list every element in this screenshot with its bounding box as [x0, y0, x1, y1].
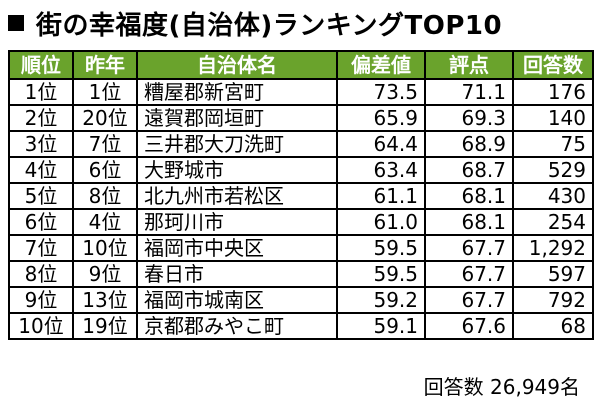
rank-cell: 10位 [8, 312, 74, 340]
score-cell: 68.7 [424, 156, 514, 184]
square-bullet-icon [8, 15, 24, 31]
table-row: 5位 8位 北九州市若松区 61.1 68.1 430 [8, 182, 594, 210]
deviation-cell: 64.4 [336, 130, 426, 158]
last-year-cell: 6位 [72, 156, 138, 184]
deviation-cell: 59.2 [336, 286, 426, 314]
table-header-row: 順位 昨年 自治体名 偏差値 評点 回答数 [8, 50, 594, 80]
deviation-cell: 59.5 [336, 260, 426, 288]
municipality-cell: 京都郡みやこ町 [136, 312, 338, 340]
municipality-cell: 那珂川市 [136, 208, 338, 236]
table-row: 8位 9位 春日市 59.5 67.7 597 [8, 260, 594, 288]
total-responses: 回答数 26,949名 [423, 375, 580, 399]
score-cell: 67.7 [424, 260, 514, 288]
score-cell: 67.6 [424, 312, 514, 340]
last-year-cell: 9位 [72, 260, 138, 288]
page-title-text: 街の幸福度(自治体)ランキングTOP10 [36, 10, 503, 41]
municipality-cell: 遠賀郡岡垣町 [136, 104, 338, 132]
rank-cell: 7位 [8, 234, 74, 262]
municipality-cell: 福岡市城南区 [136, 286, 338, 314]
header-last-year: 昨年 [72, 50, 138, 80]
score-cell: 68.1 [424, 182, 514, 210]
municipality-cell: 北九州市若松区 [136, 182, 338, 210]
deviation-cell: 61.1 [336, 182, 426, 210]
header-score: 評点 [424, 50, 514, 80]
rank-cell: 9位 [8, 286, 74, 314]
rank-cell: 4位 [8, 156, 74, 184]
deviation-cell: 73.5 [336, 78, 426, 106]
deviation-cell: 59.1 [336, 312, 426, 340]
deviation-cell: 61.0 [336, 208, 426, 236]
responses-cell: 68 [512, 312, 594, 340]
header-rank: 順位 [8, 50, 74, 80]
deviation-cell: 63.4 [336, 156, 426, 184]
last-year-cell: 19位 [72, 312, 138, 340]
last-year-cell: 10位 [72, 234, 138, 262]
header-deviation: 偏差値 [336, 50, 426, 80]
rank-cell: 1位 [8, 78, 74, 106]
table-row: 10位 19位 京都郡みやこ町 59.1 67.6 68 [8, 312, 594, 340]
score-cell: 71.1 [424, 78, 514, 106]
last-year-cell: 1位 [72, 78, 138, 106]
deviation-cell: 59.5 [336, 234, 426, 262]
score-cell: 68.9 [424, 130, 514, 158]
score-cell: 67.7 [424, 234, 514, 262]
score-cell: 67.7 [424, 286, 514, 314]
municipality-cell: 三井郡大刀洗町 [136, 130, 338, 158]
rank-cell: 2位 [8, 104, 74, 132]
header-responses: 回答数 [512, 50, 594, 80]
responses-cell: 176 [512, 78, 594, 106]
table-row: 6位 4位 那珂川市 61.0 68.1 254 [8, 208, 594, 236]
responses-cell: 1,292 [512, 234, 594, 262]
header-municipality: 自治体名 [136, 50, 338, 80]
rank-cell: 3位 [8, 130, 74, 158]
last-year-cell: 13位 [72, 286, 138, 314]
score-cell: 69.3 [424, 104, 514, 132]
responses-cell: 254 [512, 208, 594, 236]
table-row: 1位 1位 糟屋郡新宮町 73.5 71.1 176 [8, 78, 594, 106]
last-year-cell: 8位 [72, 182, 138, 210]
responses-cell: 140 [512, 104, 594, 132]
rank-cell: 6位 [8, 208, 74, 236]
municipality-cell: 糟屋郡新宮町 [136, 78, 338, 106]
table-row: 9位 13位 福岡市城南区 59.2 67.7 792 [8, 286, 594, 314]
municipality-cell: 大野城市 [136, 156, 338, 184]
table-row: 4位 6位 大野城市 63.4 68.7 529 [8, 156, 594, 184]
table-row: 3位 7位 三井郡大刀洗町 64.4 68.9 75 [8, 130, 594, 158]
municipality-cell: 福岡市中央区 [136, 234, 338, 262]
last-year-cell: 20位 [72, 104, 138, 132]
rank-cell: 5位 [8, 182, 74, 210]
responses-cell: 792 [512, 286, 594, 314]
responses-cell: 75 [512, 130, 594, 158]
table-row: 2位 20位 遠賀郡岡垣町 65.9 69.3 140 [8, 104, 594, 132]
municipality-cell: 春日市 [136, 260, 338, 288]
table-row: 7位 10位 福岡市中央区 59.5 67.7 1,292 [8, 234, 594, 262]
responses-cell: 597 [512, 260, 594, 288]
responses-cell: 430 [512, 182, 594, 210]
last-year-cell: 7位 [72, 130, 138, 158]
last-year-cell: 4位 [72, 208, 138, 236]
score-cell: 68.1 [424, 208, 514, 236]
page-title: 街の幸福度(自治体)ランキングTOP10 [8, 6, 503, 41]
responses-cell: 529 [512, 156, 594, 184]
ranking-table: 順位 昨年 自治体名 偏差値 評点 回答数 1位 1位 糟屋郡新宮町 73.5 71.1… [8, 50, 594, 340]
deviation-cell: 65.9 [336, 104, 426, 132]
rank-cell: 8位 [8, 260, 74, 288]
